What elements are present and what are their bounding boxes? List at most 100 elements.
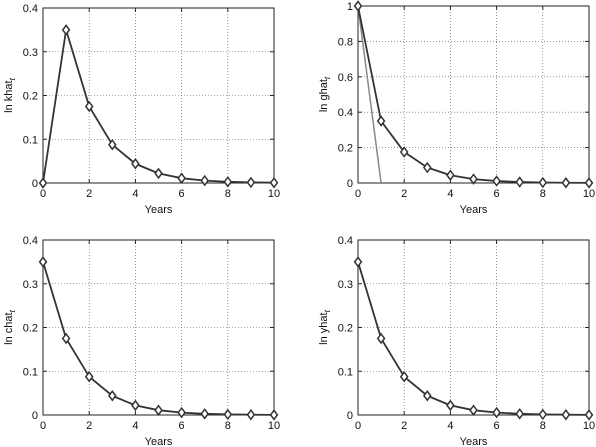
chart0-ytick-label-0: 0	[32, 178, 38, 190]
chart0-ylabel-text: ln khat	[3, 80, 15, 112]
chart2-xlabel: Years	[145, 436, 173, 447]
chart2-ylabel: ln chatt	[3, 309, 17, 344]
chart0-series-0-point-4	[131, 158, 140, 170]
chart1-xtick-label-2: 4	[447, 188, 453, 200]
chart-panel-yhat: 0 2 4 6 8 10 0 0.1 0.2 0.3 0.4 Years ln yhatt	[318, 235, 595, 447]
chart3-series-0-point-9	[561, 408, 571, 421]
chart1-ytick-label-4: 0.8	[338, 36, 353, 48]
chart0-axes-frame	[42, 7, 275, 184]
chart0-ytick-label-4: 0.4	[23, 3, 38, 15]
chart0-series-0-point-1	[61, 24, 71, 36]
chart1-xtick-label-5: 10	[583, 188, 595, 200]
chart0-ytick-label-1: 0.1	[23, 134, 38, 146]
chart1-series-1-point-8	[538, 176, 548, 189]
chart0-series-0-point-8	[223, 176, 233, 188]
chart3-series-0-point-7	[515, 408, 525, 420]
chart1-ylabel: ln ghatt	[318, 76, 332, 112]
chart1-ytick-label-2: 0.4	[338, 107, 353, 119]
chart0-xtick-label-4: 8	[225, 188, 231, 200]
chart3-series-0-point-1	[376, 332, 386, 345]
chart1-series-1-line	[357, 5, 590, 184]
chart2-xtick-label-4: 8	[225, 420, 231, 432]
chart1-series-1-point-4	[446, 169, 455, 181]
chart1-series-1-point-1	[376, 115, 386, 127]
chart3-xtick-label-3: 6	[494, 420, 500, 432]
chart3-ylabel-text: ln yhat	[318, 312, 330, 344]
chart3-series-0-point-8	[538, 408, 548, 421]
chart0-ylabel: ln khatt	[3, 77, 17, 112]
chart1-series-1-point-2	[399, 146, 409, 158]
chart2-series-0-point-8	[223, 408, 233, 421]
chart2-series-0-point-5	[154, 404, 163, 416]
chart0-series-0-point-0	[38, 177, 48, 189]
chart0-ytick-label-3: 0.3	[23, 47, 38, 59]
chart2-xtick-label-3: 6	[179, 420, 185, 432]
chart2-series-0-point-4	[131, 399, 140, 412]
chart0-xtick-label-2: 4	[132, 188, 138, 200]
chart2-ylabel-subscript: t	[8, 309, 17, 312]
chart0-xlabel: Years	[145, 204, 173, 216]
chart3-ytick-label-2: 0.2	[338, 323, 353, 335]
chart3-series-0-line	[357, 261, 590, 416]
chart2-xtick-label-2: 4	[132, 420, 138, 432]
chart2-xtick-label-0: 0	[40, 420, 46, 432]
chart0-xtick-label-0: 0	[40, 188, 46, 200]
chart2-xtick-label-5: 10	[268, 420, 280, 432]
chart3-xtick-label-2: 4	[447, 420, 453, 432]
chart3-ytick-label-3: 0.3	[338, 279, 353, 291]
chart0-xtick-label-1: 2	[86, 188, 92, 200]
chart2-ytick-label-4: 0.4	[23, 235, 38, 247]
chart1-series-1-point-10	[584, 177, 594, 189]
chart2-series-0-point-10	[269, 409, 279, 421]
chart1-series-1-point-6	[492, 175, 501, 187]
chart3-series-0-point-4	[446, 399, 455, 412]
chart3-ylabel-subscript: t	[323, 309, 332, 312]
chart0-xtick-label-3: 6	[179, 188, 185, 200]
chart3-series-0-point-5	[469, 404, 478, 416]
chart2-series-0-line	[42, 261, 275, 416]
chart1-ytick-label-3: 0.6	[338, 72, 353, 84]
chart0-ylabel-subscript: t	[8, 77, 17, 80]
chart3-xtick-label-0: 0	[355, 420, 361, 432]
chart3-xtick-label-4: 8	[540, 420, 546, 432]
chart2-ytick-label-2: 0.2	[23, 323, 38, 335]
chart1-series-1-point-3	[422, 161, 432, 174]
chart1-ytick-label-1: 0.2	[338, 143, 353, 155]
chart0-series-0-point-9	[246, 176, 256, 189]
chart3-series-0-point-2	[399, 370, 409, 383]
chart3-series-0-point-0	[353, 256, 363, 268]
chart1-xtick-label-1: 2	[401, 188, 407, 200]
chart2-series-0-point-7	[200, 408, 210, 420]
chart0-series-0-point-6	[177, 172, 186, 184]
chart3-xtick-label-1: 2	[401, 420, 407, 432]
chart1-series-1-point-9	[561, 177, 571, 189]
chart3-series-0-point-10	[584, 409, 594, 421]
chart3-ylabel: ln yhatt	[318, 309, 332, 344]
chart2-series-0-point-0	[38, 256, 48, 268]
chart1-xtick-label-0: 0	[355, 188, 361, 200]
chart0-series-0-point-10	[269, 176, 279, 189]
chart2-xtick-label-1: 2	[86, 420, 92, 432]
chart1-ytick-label-0: 0	[347, 178, 353, 190]
chart0-series-0-point-3	[107, 138, 117, 151]
chart1-series-1-point-5	[469, 173, 478, 185]
chart3-ytick-label-0: 0	[347, 410, 353, 422]
chart1-series-1-point-0	[353, 0, 363, 12]
chart3-ytick-label-1: 0.1	[338, 366, 353, 378]
chart3-series-0-point-6	[492, 406, 501, 419]
chart2-axes-frame	[42, 239, 275, 416]
chart2-ytick-label-0: 0	[32, 410, 38, 422]
chart3-xlabel: Years	[460, 436, 488, 447]
chart3-axes-frame	[357, 239, 590, 416]
chart2-series-0-point-6	[177, 406, 186, 419]
chart1-axes-frame	[357, 5, 590, 184]
chart1-series-1-point-7	[515, 176, 525, 188]
chart-panel-ghat: 0 2 4 6 8 10 0 0.2 0.4 0.6 0.8 1 Years ln ghatt	[318, 0, 595, 216]
chart0-series-0-line	[42, 28, 275, 184]
chart2-series-0-point-1	[61, 332, 71, 345]
chart1-series-0-line	[357, 5, 382, 184]
chart1-xlabel: Years	[460, 204, 488, 216]
chart3-xtick-label-5: 10	[583, 420, 595, 432]
chart2-series-0-point-2	[84, 370, 94, 383]
